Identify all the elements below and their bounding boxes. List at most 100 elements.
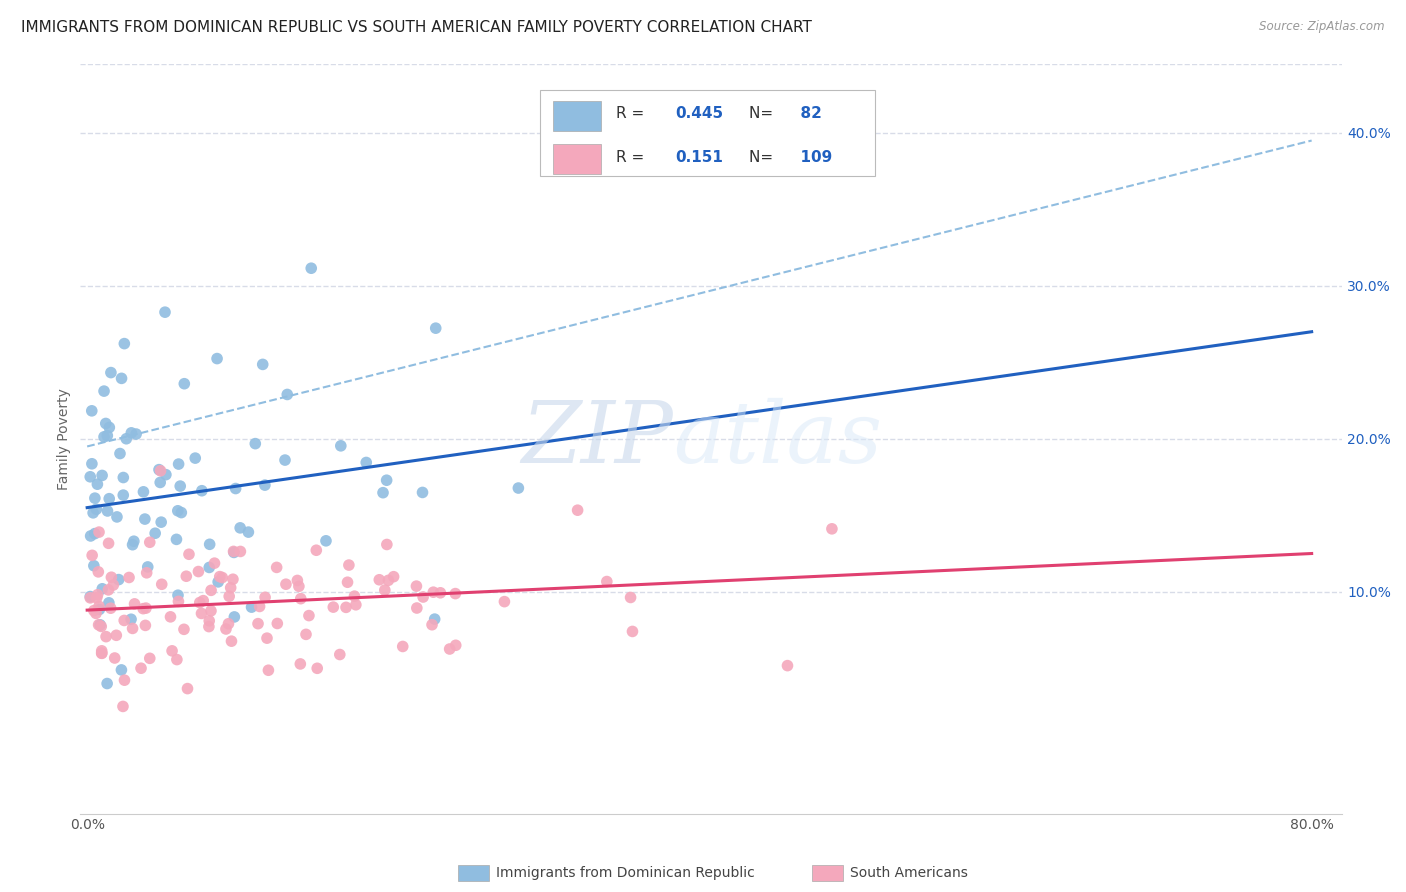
Point (412, 485, 434, 500)
Point (139, 651, 162, 665)
Point (254, 591, 277, 605)
Point (508, 481, 530, 495)
Point (118, 570, 141, 584)
Point (382, 570, 405, 584)
Point (136, 560, 159, 574)
Point (110, 371, 132, 385)
Text: 109: 109 (790, 150, 832, 165)
Text: South Americans: South Americans (849, 866, 967, 880)
Point (225, 482, 247, 496)
Point (198, 560, 221, 574)
Point (135, 601, 157, 615)
Point (187, 565, 209, 579)
Point (107, 573, 129, 587)
Point (155, 467, 177, 482)
FancyBboxPatch shape (540, 90, 875, 177)
Point (249, 599, 271, 614)
Point (98, 491, 121, 506)
Point (420, 617, 443, 632)
Point (94, 417, 117, 431)
Point (821, 522, 844, 536)
Point (188, 596, 211, 610)
Point (218, 616, 240, 631)
Text: N=: N= (749, 106, 778, 121)
Point (253, 478, 276, 492)
Point (222, 544, 245, 558)
Point (111, 699, 134, 714)
Point (149, 464, 172, 478)
Point (224, 610, 246, 624)
Text: Immigrants from Dominican Republic: Immigrants from Dominican Republic (496, 866, 755, 880)
FancyBboxPatch shape (553, 102, 600, 131)
Point (105, 628, 128, 642)
Y-axis label: Family Poverty: Family Poverty (58, 388, 72, 490)
Point (266, 560, 288, 574)
Text: R =: R = (616, 150, 654, 165)
Point (86, 477, 108, 491)
Point (257, 663, 280, 677)
Point (167, 457, 190, 471)
Point (215, 622, 238, 636)
Point (100, 570, 122, 584)
Point (115, 432, 138, 446)
Point (287, 574, 309, 588)
Point (412, 590, 434, 604)
Point (299, 261, 322, 276)
Point (177, 547, 200, 561)
Point (134, 512, 156, 526)
Point (221, 634, 243, 648)
Point (288, 579, 311, 593)
Point (256, 631, 278, 645)
Point (422, 585, 444, 599)
Point (89, 617, 111, 632)
Text: Source: ZipAtlas.com: Source: ZipAtlas.com (1260, 20, 1385, 33)
Point (120, 425, 142, 440)
Point (105, 510, 128, 524)
Text: N=: N= (749, 150, 778, 165)
Point (100, 366, 122, 380)
Point (621, 624, 644, 639)
Point (245, 436, 267, 450)
Point (79, 470, 101, 484)
Point (83, 491, 105, 505)
Point (336, 575, 359, 590)
Point (89, 602, 111, 616)
Point (222, 572, 245, 586)
Point (83, 526, 105, 541)
Point (79, 529, 101, 543)
Point (343, 589, 366, 603)
Point (375, 537, 398, 551)
Point (375, 473, 398, 487)
Point (87, 565, 110, 579)
Point (108, 446, 131, 460)
Point (170, 506, 193, 520)
Point (219, 581, 242, 595)
Point (166, 533, 188, 547)
Point (290, 591, 312, 606)
Point (148, 463, 170, 477)
Point (91, 468, 114, 483)
Point (439, 642, 461, 657)
Point (329, 439, 352, 453)
Point (444, 638, 467, 652)
Point (337, 558, 360, 572)
Point (90, 619, 112, 633)
Point (429, 586, 451, 600)
Point (374, 583, 396, 598)
Point (238, 525, 260, 540)
Point (96, 428, 118, 442)
Point (274, 453, 297, 467)
Point (132, 601, 155, 615)
Point (354, 455, 377, 469)
Text: 82: 82 (790, 106, 823, 121)
Point (143, 526, 166, 541)
Point (86, 588, 108, 602)
Point (82, 506, 104, 520)
Point (776, 658, 799, 673)
Point (98, 420, 121, 434)
Point (315, 533, 337, 548)
Point (132, 484, 155, 499)
Point (96, 676, 118, 690)
Point (87, 599, 110, 614)
Point (344, 598, 367, 612)
